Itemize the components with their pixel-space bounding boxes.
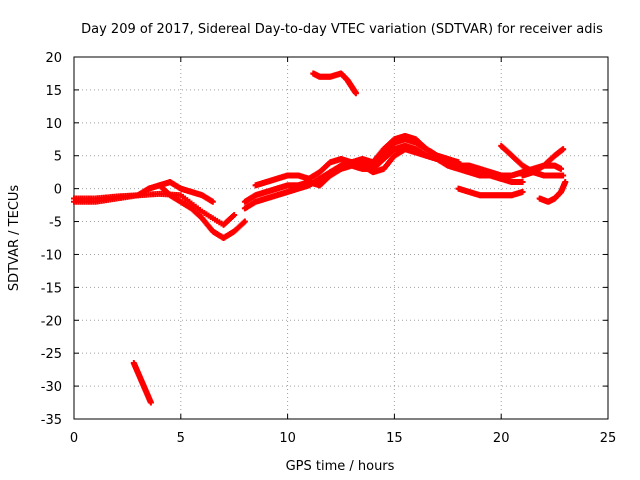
data-point	[560, 172, 567, 179]
y-tick-label: -35	[41, 413, 62, 428]
x-tick-label: 5	[177, 431, 185, 446]
x-tick-label: 0	[70, 431, 78, 446]
y-tick-label: 20	[45, 51, 62, 66]
data-point	[519, 179, 526, 186]
y-tick-label: 0	[54, 183, 62, 198]
series-trace-3	[156, 179, 216, 205]
y-tick-label: 10	[45, 117, 62, 132]
y-tick-label: -25	[41, 347, 62, 362]
y-tick-label: -20	[41, 314, 62, 329]
data-point	[209, 198, 216, 205]
chart-title: Day 209 of 2017, Sidereal Day-to-day VTE…	[81, 22, 603, 37]
data-point	[352, 90, 359, 97]
y-tick-label: -15	[41, 281, 62, 296]
y-tick-label: -30	[41, 380, 62, 395]
series-trace-12	[310, 70, 359, 97]
x-tick-label: 15	[386, 431, 403, 446]
y-tick-label: -5	[49, 216, 62, 231]
series-trace-13	[130, 360, 154, 406]
data-point	[241, 218, 248, 225]
data-point	[562, 179, 569, 186]
data-point	[231, 211, 238, 218]
data-point	[558, 165, 565, 172]
series-trace-7	[316, 146, 565, 189]
y-axis-label: SDTVAR / TECUs	[7, 185, 22, 292]
series-trace-2	[71, 182, 248, 241]
data-point	[560, 146, 567, 153]
data-point	[147, 399, 154, 406]
x-tick-label: 20	[493, 431, 510, 446]
x-tick-label: 25	[600, 431, 617, 446]
y-tick-label: -10	[41, 248, 62, 263]
data-series	[71, 70, 569, 406]
grid-lines	[74, 57, 608, 419]
series-trace-8	[455, 185, 526, 199]
series-trace-11	[536, 179, 569, 205]
plot-area	[73, 56, 609, 420]
x-axis-label: GPS time / hours	[286, 459, 395, 474]
data-point	[519, 188, 526, 195]
series-trace-10	[519, 146, 567, 179]
y-tick-label: 15	[45, 84, 62, 99]
x-tick-label: 10	[279, 431, 296, 446]
axis-ticks: 0 5 10 15 20 25 -35 -30 -25 -20 -15 -10 -5 0 5 10 15 20	[41, 51, 617, 446]
y-tick-label: 5	[54, 150, 62, 165]
